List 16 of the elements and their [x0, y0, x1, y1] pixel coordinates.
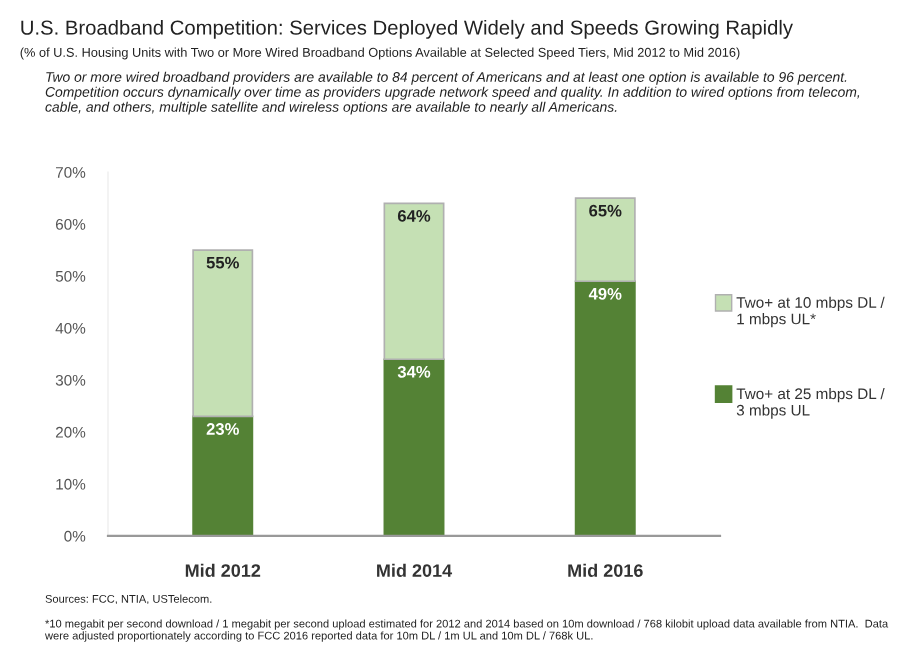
bar [383, 202, 445, 361]
bar [192, 249, 254, 418]
bar [574, 197, 636, 283]
data-label: 49% [588, 287, 622, 300]
total-label: 64% [397, 209, 431, 222]
chart-title: U.S. Broadband Competition: Services Deployed Widely and Speeds Growing Rapidly [21, 19, 793, 39]
x-tick-label: Mid 2014 [377, 563, 453, 577]
data-label: 23% [206, 423, 239, 435]
bar [574, 280, 636, 536]
total-label: 65% [589, 204, 622, 217]
total-label: 55% [206, 256, 239, 269]
x-tick-label: Mid 2012 [185, 563, 261, 577]
bar [383, 358, 445, 536]
bar [192, 415, 254, 536]
data-label: 34% [397, 365, 431, 378]
x-tick-label: Mid 2016 [568, 563, 643, 577]
